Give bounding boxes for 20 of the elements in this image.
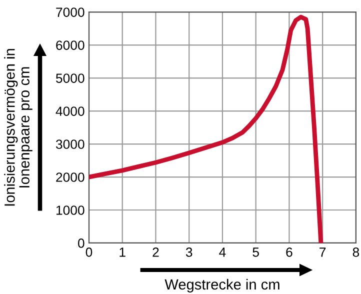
x-tick-label: 5 xyxy=(252,248,259,257)
y-tick-label: 6000 xyxy=(56,40,84,50)
x-tick-label: 7 xyxy=(320,248,326,257)
y-tick-label: 3000 xyxy=(56,140,84,149)
line-series xyxy=(88,14,324,243)
x-tick-label: 3 xyxy=(186,248,192,257)
x-tick-label: 8 xyxy=(352,248,360,257)
x-axis-title: Wegstrecke in cm xyxy=(164,278,280,292)
y-tick-label: 5000 xyxy=(56,74,84,83)
y-tick-label: 1000 xyxy=(56,206,84,215)
y-tick-label: 4000 xyxy=(56,106,84,116)
x-tick-label: 0 xyxy=(86,248,92,257)
x-tick-label: 1 xyxy=(120,248,126,257)
y-tick-label: 0 xyxy=(78,238,84,248)
y-axis-title: Ionisierungsvermögen in Ionenpaare pro cm xyxy=(4,49,32,206)
x-tick-label: 4 xyxy=(219,248,226,257)
y-tick-label: 7000 xyxy=(56,8,84,17)
x-tick-label: 2 xyxy=(152,248,159,257)
y-tick-label: 2000 xyxy=(56,172,84,182)
x-tick-label: 6 xyxy=(286,248,292,257)
